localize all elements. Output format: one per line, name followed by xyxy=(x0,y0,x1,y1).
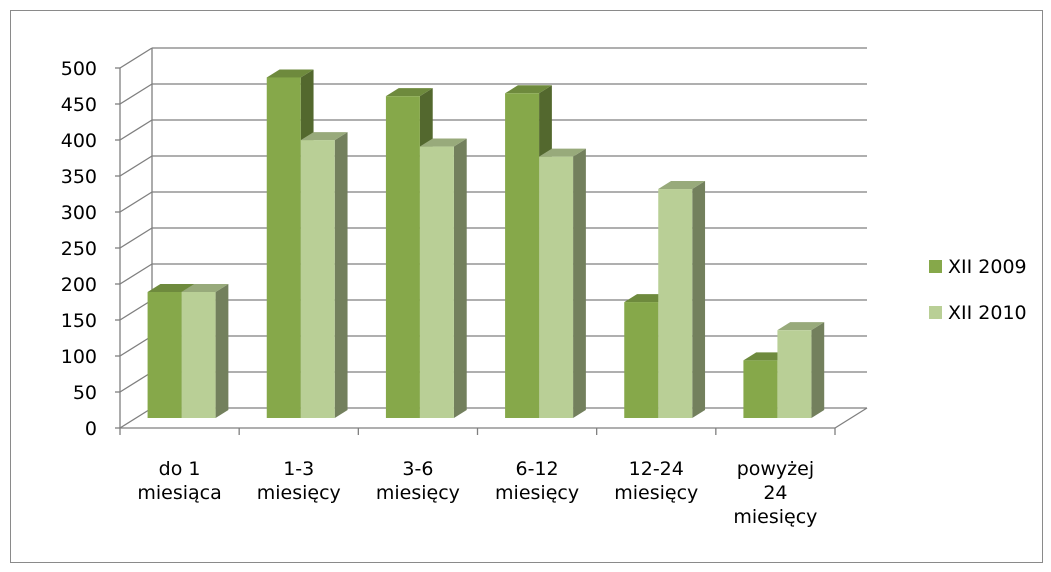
legend-swatch xyxy=(929,306,942,319)
bar-top xyxy=(300,132,348,141)
x-tick-label-line: 1-3 xyxy=(283,458,314,480)
x-tick-label-line: 6-12 xyxy=(516,458,559,480)
bar-front xyxy=(777,330,812,418)
bar-side xyxy=(811,322,825,418)
floor-right-edge xyxy=(834,407,868,429)
gridline-side xyxy=(119,371,153,393)
x-tick-label-line: do 1 xyxy=(159,458,201,480)
x-tick-label: do 1 miesiąca xyxy=(137,458,221,504)
x-tick-label-line: 24 xyxy=(763,482,787,504)
y-tick-label: 400 xyxy=(61,130,97,152)
y-tick-label: 300 xyxy=(61,202,97,224)
bar-front xyxy=(266,77,301,418)
bar-top xyxy=(505,85,552,94)
legend-swatch xyxy=(929,260,942,273)
y-tick-label: 100 xyxy=(61,346,97,368)
bar-front xyxy=(539,156,574,418)
bar xyxy=(539,148,586,418)
x-tick-label-line: miesięcy xyxy=(495,482,579,504)
gridline-side xyxy=(119,299,153,321)
x-tick-label-line: miesięcy xyxy=(614,482,698,504)
x-tick-label: 6-12 miesięcy xyxy=(495,458,579,504)
x-tick-label: powyżej 24 miesięcy xyxy=(733,458,817,528)
gridline-side xyxy=(119,227,153,249)
gridline-side xyxy=(119,263,153,285)
bar-front xyxy=(147,292,182,418)
x-tick-label: 3-6 miesięcy xyxy=(376,458,460,504)
bar-top xyxy=(266,69,314,78)
bar-side xyxy=(215,284,229,418)
x-tick-label-line: miesięcy xyxy=(733,506,817,528)
x-tick-label-line: 3-6 xyxy=(402,458,433,480)
bar xyxy=(419,138,467,418)
bar-front xyxy=(624,302,659,418)
y-tick-label: 150 xyxy=(61,310,97,332)
bar-top xyxy=(181,284,229,292)
y-tick-label: 50 xyxy=(73,382,97,404)
gridline-side xyxy=(119,191,153,213)
gridline-side xyxy=(119,155,153,177)
bar xyxy=(300,132,348,418)
x-tick-label: 12-24 miesięcy xyxy=(614,458,698,504)
bar-side xyxy=(453,138,467,418)
gridline-side xyxy=(119,335,153,357)
bar xyxy=(658,181,706,418)
bar xyxy=(181,284,229,418)
y-axis-ticks: 0 50 100 150 200 250 300 350 400 450 500 xyxy=(61,58,97,440)
bar-top xyxy=(419,138,467,147)
y-tick-label: 450 xyxy=(61,94,97,116)
legend-item: XII 2009 xyxy=(929,256,1027,278)
bar-front xyxy=(385,96,420,418)
bars xyxy=(147,69,825,418)
gridline-side xyxy=(119,47,153,69)
gridline-side xyxy=(119,407,153,429)
bar-front xyxy=(181,292,216,418)
x-tick-label-line: powyżej xyxy=(737,458,814,480)
x-tick-label: 1-3 miesięcy xyxy=(257,458,341,504)
gridline-side xyxy=(119,83,153,105)
bar-top xyxy=(385,88,433,97)
bar-side xyxy=(692,181,706,418)
bar-top xyxy=(539,148,586,157)
y-tick-label: 200 xyxy=(61,274,97,296)
bar-front xyxy=(658,189,693,418)
bar xyxy=(777,322,825,418)
bar-side xyxy=(573,148,586,418)
y-tick-label: 250 xyxy=(61,238,97,260)
bar-front xyxy=(419,146,454,418)
bar-front xyxy=(505,93,540,418)
x-tick-label-line: 12-24 xyxy=(629,458,684,480)
legend-item: XII 2010 xyxy=(929,302,1027,324)
y-tick-label: 500 xyxy=(61,58,97,80)
gridline-side xyxy=(119,119,153,141)
x-tick-label-line: miesięcy xyxy=(376,482,460,504)
bar-top xyxy=(777,322,825,331)
legend: XII 2009 XII 2010 xyxy=(929,256,1027,324)
y-tick-label: 0 xyxy=(85,418,97,440)
bar-top xyxy=(147,284,195,292)
bar-top xyxy=(658,181,706,190)
legend-label: XII 2009 xyxy=(948,256,1027,278)
bar-front xyxy=(743,360,778,418)
x-tick-label-line: miesiąca xyxy=(137,482,221,504)
legend-label: XII 2010 xyxy=(948,302,1027,324)
y-tick-label: 350 xyxy=(61,166,97,188)
bar-front xyxy=(300,140,335,418)
bar-side xyxy=(334,132,348,418)
x-tick-label-line: miesięcy xyxy=(257,482,341,504)
